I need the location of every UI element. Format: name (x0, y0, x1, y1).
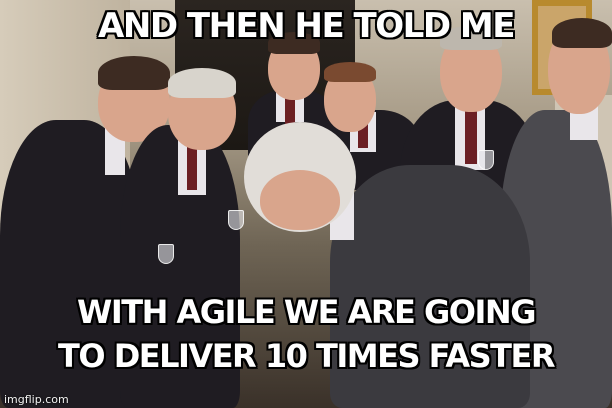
bottom-caption: WITH AGILE WE ARE GOING TO DELIVER 10 TI… (0, 290, 612, 378)
wine-glass (228, 210, 244, 230)
top-caption: AND THEN HE TOLD ME (98, 6, 515, 46)
bottom-caption-line-1: WITH AGILE WE ARE GOING (77, 293, 536, 331)
watermark: imgflip.com (4, 393, 69, 406)
wine-glass (158, 244, 174, 264)
bottom-caption-line-2: TO DELIVER 10 TIMES FASTER (58, 337, 555, 375)
